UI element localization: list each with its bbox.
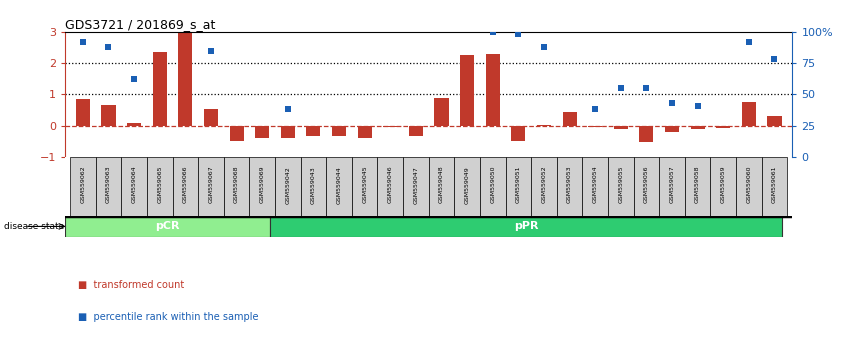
Bar bbox=[480, 157, 506, 216]
Bar bbox=[121, 157, 147, 216]
Bar bbox=[223, 157, 249, 216]
Text: GSM559068: GSM559068 bbox=[234, 166, 239, 203]
Bar bbox=[588, 126, 602, 127]
Text: GSM559055: GSM559055 bbox=[618, 166, 624, 203]
Bar bbox=[563, 112, 577, 126]
Bar bbox=[147, 157, 172, 216]
Bar bbox=[70, 157, 95, 216]
Bar bbox=[582, 157, 608, 216]
Bar bbox=[352, 157, 378, 216]
Text: GSM559061: GSM559061 bbox=[772, 166, 777, 203]
Text: GSM559049: GSM559049 bbox=[464, 166, 469, 204]
Text: ■  transformed count: ■ transformed count bbox=[78, 280, 184, 290]
Bar bbox=[736, 157, 762, 216]
Bar bbox=[332, 126, 346, 136]
Bar bbox=[767, 116, 781, 126]
Bar bbox=[710, 157, 736, 216]
Bar bbox=[455, 157, 480, 216]
Bar bbox=[178, 33, 192, 126]
Bar bbox=[275, 157, 301, 216]
Text: GSM559060: GSM559060 bbox=[746, 166, 752, 203]
Text: GSM559050: GSM559050 bbox=[490, 166, 495, 203]
Bar bbox=[537, 125, 551, 126]
Bar bbox=[229, 126, 243, 141]
Bar bbox=[95, 157, 121, 216]
Bar bbox=[690, 126, 705, 129]
Text: GSM559042: GSM559042 bbox=[285, 166, 290, 204]
Bar bbox=[152, 52, 167, 126]
Bar bbox=[198, 157, 223, 216]
Text: GSM559062: GSM559062 bbox=[81, 166, 86, 204]
Bar bbox=[557, 157, 582, 216]
Text: GSM559054: GSM559054 bbox=[592, 166, 598, 204]
Text: GSM559051: GSM559051 bbox=[516, 166, 520, 203]
Text: GSM559048: GSM559048 bbox=[439, 166, 444, 204]
Bar bbox=[403, 157, 429, 216]
Bar bbox=[665, 126, 679, 132]
Bar bbox=[358, 126, 372, 138]
Bar bbox=[172, 157, 198, 216]
Bar bbox=[281, 126, 294, 138]
Bar bbox=[429, 157, 455, 216]
Text: GSM559063: GSM559063 bbox=[106, 166, 111, 204]
Text: GSM559057: GSM559057 bbox=[669, 166, 675, 204]
Text: GDS3721 / 201869_s_at: GDS3721 / 201869_s_at bbox=[65, 18, 216, 31]
Text: pCR: pCR bbox=[155, 221, 179, 232]
Text: GSM559069: GSM559069 bbox=[260, 166, 265, 204]
Bar bbox=[76, 99, 90, 126]
Bar bbox=[255, 126, 269, 138]
Bar bbox=[531, 157, 557, 216]
Bar bbox=[659, 157, 685, 216]
Bar bbox=[511, 126, 526, 141]
Text: GSM559044: GSM559044 bbox=[337, 166, 341, 204]
Bar bbox=[608, 157, 634, 216]
Bar bbox=[506, 157, 531, 216]
Bar bbox=[65, 216, 270, 237]
Text: GSM559064: GSM559064 bbox=[132, 166, 137, 204]
Text: GSM559058: GSM559058 bbox=[695, 166, 700, 203]
Text: pPR: pPR bbox=[514, 221, 539, 232]
Bar bbox=[716, 126, 730, 128]
Bar bbox=[639, 126, 654, 142]
Bar bbox=[127, 122, 141, 126]
Text: GSM559043: GSM559043 bbox=[311, 166, 316, 204]
Text: GSM559053: GSM559053 bbox=[567, 166, 572, 204]
Text: GSM559067: GSM559067 bbox=[209, 166, 213, 204]
Bar bbox=[634, 157, 659, 216]
Bar bbox=[742, 102, 756, 126]
Text: GSM559056: GSM559056 bbox=[644, 166, 649, 203]
Bar bbox=[486, 54, 500, 126]
Bar bbox=[101, 105, 115, 126]
Bar bbox=[378, 157, 403, 216]
Bar bbox=[270, 216, 782, 237]
Text: GSM559059: GSM559059 bbox=[721, 166, 726, 204]
Bar bbox=[249, 157, 275, 216]
Bar bbox=[762, 157, 787, 216]
Text: GSM559045: GSM559045 bbox=[362, 166, 367, 204]
Text: ■  percentile rank within the sample: ■ percentile rank within the sample bbox=[78, 312, 258, 322]
Bar bbox=[614, 126, 628, 129]
Bar bbox=[204, 109, 218, 126]
Text: GSM559065: GSM559065 bbox=[158, 166, 162, 203]
Bar bbox=[460, 55, 475, 126]
Text: disease state: disease state bbox=[4, 222, 65, 231]
Bar bbox=[409, 126, 423, 136]
Text: GSM559052: GSM559052 bbox=[541, 166, 546, 204]
Bar bbox=[307, 126, 320, 136]
Bar bbox=[435, 98, 449, 126]
Bar bbox=[326, 157, 352, 216]
Bar bbox=[301, 157, 326, 216]
Bar bbox=[685, 157, 710, 216]
Text: GSM559047: GSM559047 bbox=[413, 166, 418, 204]
Bar bbox=[383, 126, 397, 127]
Text: GSM559046: GSM559046 bbox=[388, 166, 393, 204]
Text: GSM559066: GSM559066 bbox=[183, 166, 188, 203]
